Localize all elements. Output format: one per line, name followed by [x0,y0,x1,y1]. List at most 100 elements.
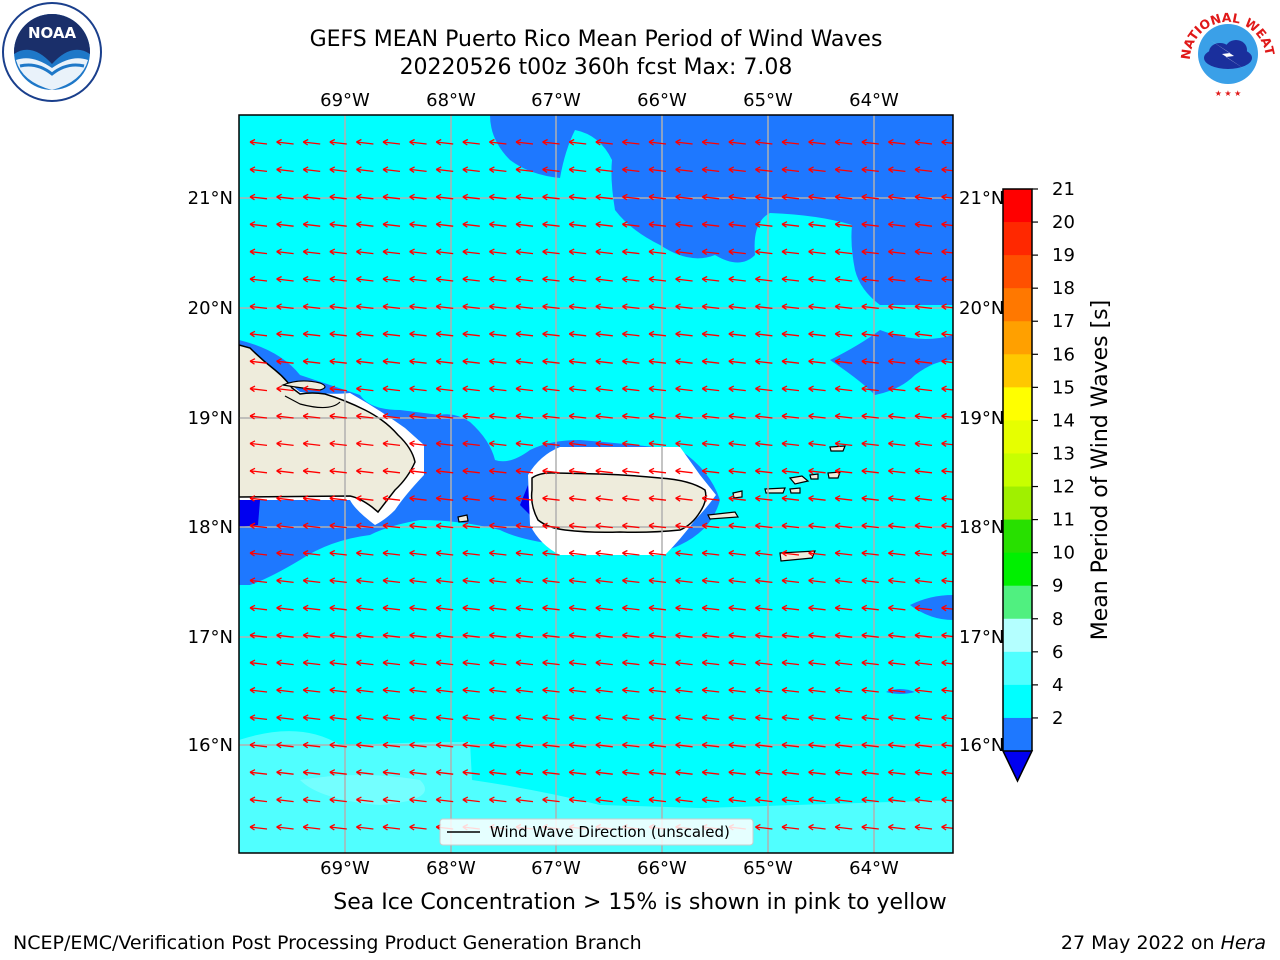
wave-direction-arrow [914,275,933,283]
wind-wave-arrows [249,138,953,831]
wave-direction-arrow [568,467,587,475]
wave-direction-arrow [861,632,879,639]
wave-direction-arrow [302,330,321,338]
wave-direction-arrow [462,193,480,201]
footer-host: Hera [1220,932,1266,954]
wave-direction-arrow [356,440,374,447]
wave-direction-arrow [888,221,906,228]
wave-direction-arrow [941,221,953,228]
wave-direction-arrow [356,248,374,256]
map-subtitle: 20220526 t00z 360h fcst Max: 7.08 [399,55,793,80]
wave-direction-arrow [542,166,560,173]
wave-direction-arrow [675,632,693,639]
wave-direction-arrow [701,248,720,256]
wave-direction-arrow [329,686,347,694]
wave-direction-arrow [356,385,374,393]
land-vieques [707,511,740,520]
wave-direction-arrow [861,358,879,365]
wave-direction-arrow [648,659,667,667]
lat-label: 19°N [959,408,1004,429]
wave-direction-arrow [888,522,906,530]
wave-direction-arrow [382,138,401,146]
wave-direction-arrow [728,248,746,256]
wave-direction-arrow [329,193,347,201]
lon-label: 64°W [849,858,899,879]
svg-text:★ ★ ★: ★ ★ ★ [1215,89,1242,98]
wave-direction-arrow [382,495,401,502]
wave-direction-arrow [356,467,374,475]
wave-direction-arrow [489,686,507,694]
wave-direction-arrow [728,577,746,584]
lon-labels-top: 69°W 68°W 67°W 66°W 65°W 64°W [320,90,899,111]
wave-direction-arrow [515,495,534,502]
wave-direction-arrow [276,221,294,228]
wave-direction-arrow [755,632,773,639]
wave-direction-arrow [276,741,294,749]
land-virgin-islands [764,487,786,494]
wave-direction-arrow [356,221,374,228]
wave-direction-arrow [462,741,480,749]
wave-direction-arrow [302,741,321,749]
wave-direction-arrow [542,303,560,310]
wave-direction-arrow [781,412,800,420]
wave-direction-arrow [808,549,826,557]
wave-direction-arrow [675,385,693,393]
wave-direction-arrow [489,221,507,228]
wave-direction-arrow [276,577,294,584]
wave-direction-arrow [329,604,347,612]
wave-direction-arrow [568,686,587,694]
wave-direction-arrow [648,358,667,365]
wave-direction-arrow [914,221,933,228]
wave-direction-arrow [701,412,720,420]
wave-direction-arrow [834,138,853,146]
wave-direction-arrow [515,138,534,146]
wave-direction-arrow [409,495,427,502]
wave-direction-arrow [675,303,693,310]
wave-direction-arrow [276,385,294,393]
wave-direction-arrow [515,467,534,475]
wave-direction-arrow [728,769,746,776]
wave-direction-arrow [542,796,560,804]
wave-direction-arrow [462,138,480,146]
wave-direction-arrow [515,440,534,447]
wave-direction-arrow [515,522,534,530]
wave-direction-arrow [755,330,773,338]
wave-direction-arrow [675,741,693,749]
lat-label: 20°N [188,298,233,319]
wave-direction-arrow [276,495,294,502]
wave-direction-arrow [595,659,613,667]
wave-direction-arrow [276,303,294,310]
wave-direction-arrow [834,358,853,365]
wave-direction-arrow [808,166,826,173]
wave-direction-arrow [914,385,933,393]
lat-label: 18°N [188,517,233,538]
wave-direction-arrow [914,823,933,831]
wave-direction-arrow [329,440,347,447]
wave-direction-arrow [648,714,667,721]
wave-direction-arrow [249,385,268,393]
wave-direction-arrow [276,522,294,530]
wave-direction-arrow [701,522,720,530]
wave-direction-arrow [808,659,826,667]
wave-direction-arrow [302,604,321,612]
wave-direction-arrow [409,741,427,749]
wave-direction-arrow [728,440,746,447]
wave-direction-arrow [356,412,374,420]
wave-direction-arrow [834,412,853,420]
wave-direction-arrow [755,741,773,749]
wave-direction-arrow [622,659,640,667]
wave-direction-arrow [356,796,374,804]
wave-direction-arrow [462,796,480,804]
wave-direction-arrow [276,166,294,173]
wave-direction-arrow [728,138,746,146]
wave-direction-arrow [568,440,587,447]
wave-direction-arrow [249,714,268,721]
wave-direction-arrow [755,275,773,283]
wave-direction-arrow [861,303,879,310]
wave-direction-arrow [542,193,560,201]
wave-direction-arrow [834,166,853,173]
wave-direction-arrow [595,714,613,721]
wave-direction-arrow [489,275,507,283]
wave-direction-arrow [515,549,534,557]
wave-direction-arrow [462,549,480,557]
